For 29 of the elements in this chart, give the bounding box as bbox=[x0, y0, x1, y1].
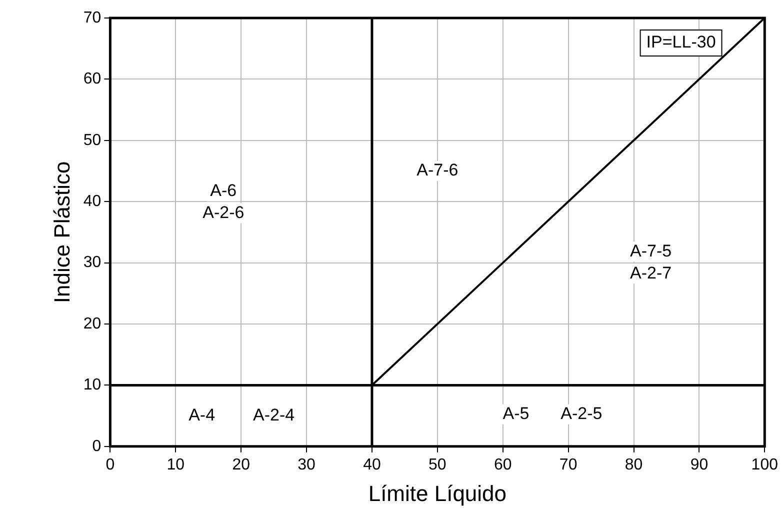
x-tick-label: 50 bbox=[428, 456, 446, 474]
annotation: IP=LL-30 bbox=[646, 32, 716, 52]
annotation: A-7-5 A-2-7 bbox=[630, 241, 672, 282]
x-tick-label: 80 bbox=[624, 456, 643, 474]
y-tick-label: 10 bbox=[83, 376, 102, 394]
x-tick-label: 10 bbox=[166, 456, 185, 474]
x-tick-label: 40 bbox=[363, 456, 381, 474]
y-tick-label: 30 bbox=[83, 254, 102, 272]
annotation: A-2-5 bbox=[560, 404, 602, 423]
annotation: A-6 A-2-6 bbox=[202, 180, 244, 222]
y-tick-label: 60 bbox=[83, 70, 102, 88]
x-axis-title: Límite Líquido bbox=[368, 480, 507, 506]
y-tick-label: 40 bbox=[83, 193, 102, 210]
x-tick-label: 60 bbox=[494, 456, 512, 474]
annotation: A-2-4 bbox=[253, 406, 295, 425]
x-tick-label: 100 bbox=[751, 456, 778, 474]
x-tick-label: 30 bbox=[298, 456, 316, 474]
y-tick-label: 20 bbox=[83, 315, 102, 332]
x-tick-label: 70 bbox=[559, 456, 578, 474]
x-tick-label: 20 bbox=[232, 456, 250, 474]
y-tick-label: 0 bbox=[92, 438, 102, 455]
y-tick-label: 70 bbox=[83, 9, 102, 26]
annotation: A-4 bbox=[188, 406, 216, 425]
y-tick-label: 50 bbox=[83, 132, 102, 149]
y-axis-title: Indice Plástico bbox=[49, 161, 74, 304]
annotation: A-7-6 bbox=[416, 160, 458, 180]
x-tick-label: 90 bbox=[690, 456, 708, 474]
annotation: A-5 bbox=[502, 404, 530, 423]
x-tick-label: 0 bbox=[106, 456, 115, 474]
